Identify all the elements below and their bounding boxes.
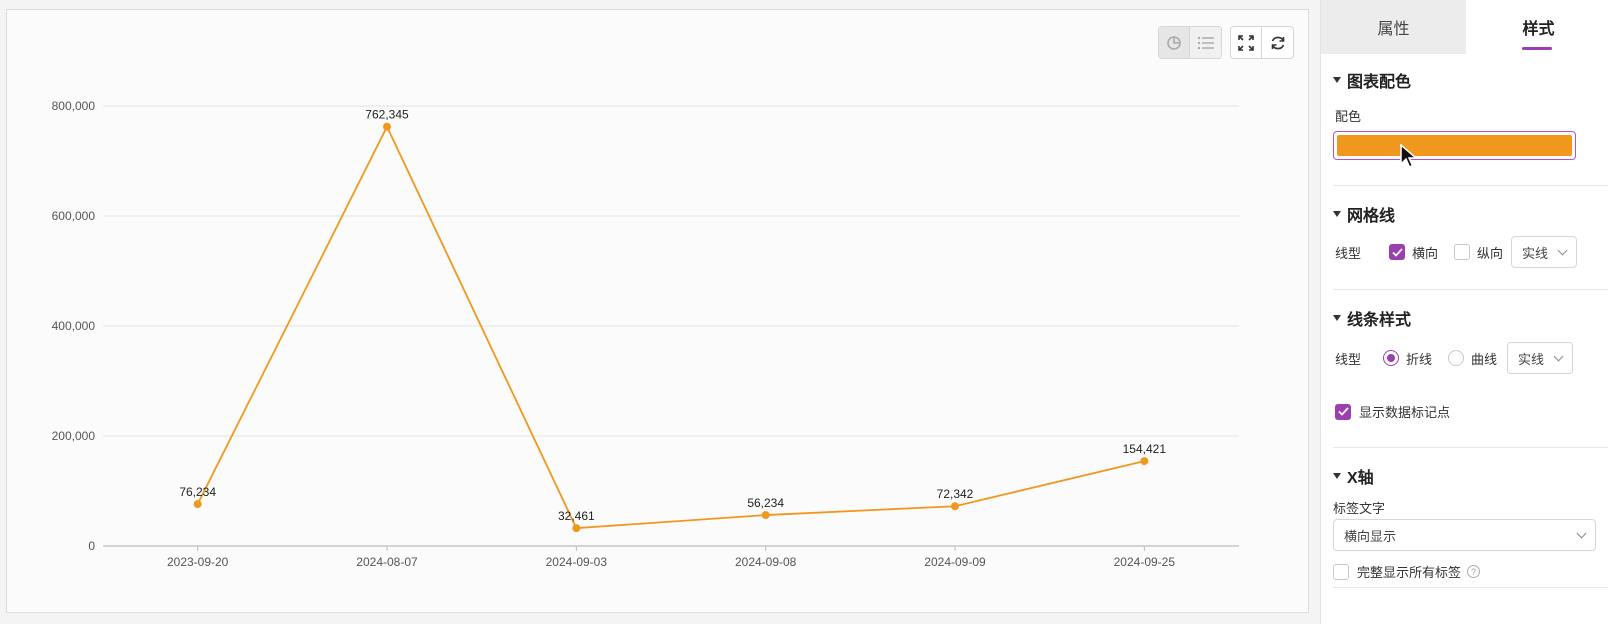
fullscreen-button[interactable] xyxy=(1231,27,1262,58)
data-point[interactable] xyxy=(572,524,581,533)
data-point[interactable] xyxy=(193,500,202,509)
caret-down-icon xyxy=(1333,211,1341,217)
x-tick-label: 2024-09-03 xyxy=(546,555,608,569)
series-line xyxy=(196,124,1145,530)
show-all-labels-label: 完整显示所有标签 xyxy=(1357,565,1462,580)
data-label: 72,342 xyxy=(937,487,974,501)
pie-chart-icon xyxy=(1167,35,1181,50)
list-icon xyxy=(1197,36,1214,49)
grid-line-type-label: 线型 xyxy=(1335,245,1362,261)
data-label: 154,421 xyxy=(1123,442,1167,456)
line-style-section: 线条样式 线型 折线 曲线 实线 显示数据标记点 xyxy=(1333,290,1608,448)
data-point[interactable] xyxy=(383,122,391,131)
line-chart: 0 200,000 400,000 600,000 800,000 2023-09-20 2… xyxy=(52,99,1239,569)
mouse-cursor-icon xyxy=(1400,144,1419,169)
line-style-section-title: 线条样式 xyxy=(1347,312,1412,329)
vertical-grid-checkbox[interactable] xyxy=(1454,244,1470,260)
label-text-select[interactable]: 横向显示 xyxy=(1333,519,1596,551)
refresh-icon xyxy=(1271,36,1284,49)
horizontal-grid-checkbox[interactable] xyxy=(1389,244,1405,260)
x-tick-label: 2024-09-09 xyxy=(924,555,986,569)
tab-properties[interactable]: 属性 xyxy=(1321,0,1466,54)
style-panel: 属性 样式 图表配色 配色 网格线 线型 横向 纵向 xyxy=(1321,0,1620,624)
table-view-button[interactable] xyxy=(1190,27,1221,58)
view-toggle-group xyxy=(1158,26,1222,59)
xaxis-section: X轴 标签文字 横向显示 完整显示所有标签 ? xyxy=(1333,448,1608,588)
data-point[interactable] xyxy=(951,502,959,511)
show-markers-checkbox[interactable] xyxy=(1335,403,1351,420)
show-all-labels-checkbox[interactable] xyxy=(1333,563,1349,580)
x-tick-label: 2024-09-25 xyxy=(1114,555,1176,569)
label-text-value: 横向显示 xyxy=(1344,528,1397,544)
data-label: 76,234 xyxy=(179,485,216,499)
caret-down-icon xyxy=(1333,315,1341,321)
check-icon xyxy=(1391,247,1403,257)
polyline-radio[interactable] xyxy=(1383,350,1399,366)
color-section: 图表配色 配色 xyxy=(1333,54,1608,186)
line-style-value: 实线 xyxy=(1518,351,1545,367)
grid-line-row: 线型 横向 纵向 实线 xyxy=(1333,236,1608,268)
data-label: 56,234 xyxy=(747,496,784,510)
show-all-labels-row: 完整显示所有标签 ? xyxy=(1333,562,1481,581)
label-text-label: 标签文字 xyxy=(1333,501,1386,516)
line-type-label: 线型 xyxy=(1335,351,1362,367)
color-section-title: 图表配色 xyxy=(1347,74,1412,91)
color-swatch xyxy=(1337,135,1572,156)
grid-section: 网格线 线型 横向 纵向 实线 xyxy=(1333,186,1608,290)
y-tick-label: 200,000 xyxy=(52,429,96,443)
xaxis-section-header[interactable]: X轴 xyxy=(1333,466,1374,487)
chevron-down-icon xyxy=(1553,351,1564,361)
data-label: 32,461 xyxy=(558,509,595,523)
xaxis-section-title: X轴 xyxy=(1347,470,1374,487)
y-tick-label: 800,000 xyxy=(52,99,96,113)
panel-tabs: 属性 样式 xyxy=(1321,0,1620,54)
refresh-button[interactable] xyxy=(1262,27,1293,58)
color-picker[interactable] xyxy=(1333,131,1576,160)
curve-radio[interactable] xyxy=(1448,350,1464,366)
tab-style[interactable]: 样式 xyxy=(1466,0,1611,54)
splitter-gap xyxy=(1309,0,1321,624)
x-tick-label: 2023-09-20 xyxy=(167,555,229,569)
chart-toolbar xyxy=(1158,26,1294,59)
grid-section-header[interactable]: 网格线 xyxy=(1333,204,1396,225)
vertical-grid-label: 纵向 xyxy=(1477,245,1504,261)
fullscreen-icon xyxy=(1238,34,1254,51)
line-style-select[interactable]: 实线 xyxy=(1507,342,1573,374)
line-type-row: 线型 折线 曲线 实线 xyxy=(1333,342,1618,374)
check-icon xyxy=(1337,407,1349,416)
line-style-section-header[interactable]: 线条样式 xyxy=(1333,308,1412,329)
show-markers-label: 显示数据标记点 xyxy=(1359,405,1451,420)
y-tick-label: 600,000 xyxy=(52,209,96,223)
curve-label: 曲线 xyxy=(1471,351,1498,367)
show-markers-row: 显示数据标记点 xyxy=(1335,402,1450,421)
chevron-down-icon xyxy=(1557,245,1568,255)
data-label: 762,345 xyxy=(365,108,409,122)
help-icon[interactable]: ? xyxy=(1467,565,1481,578)
color-section-header[interactable]: 图表配色 xyxy=(1333,70,1412,91)
data-point[interactable] xyxy=(1140,457,1149,466)
grid-style-select[interactable]: 实线 xyxy=(1511,236,1577,268)
grid-style-value: 实线 xyxy=(1522,245,1549,261)
data-point[interactable] xyxy=(761,511,770,520)
chart-view-button[interactable] xyxy=(1159,27,1190,58)
y-tick-label: 0 xyxy=(88,539,95,553)
x-tick-label: 2024-09-08 xyxy=(735,555,797,569)
caret-down-icon xyxy=(1333,77,1341,83)
caret-down-icon xyxy=(1333,473,1341,479)
action-group xyxy=(1230,26,1294,59)
color-field-label: 配色 xyxy=(1335,109,1362,124)
chevron-down-icon xyxy=(1576,528,1587,538)
panel-splitter[interactable] xyxy=(1320,0,1321,624)
x-tick-label: 2024-08-07 xyxy=(356,555,418,569)
grid-section-title: 网格线 xyxy=(1347,208,1396,225)
polyline-label: 折线 xyxy=(1406,351,1433,367)
y-tick-label: 400,000 xyxy=(52,319,96,333)
chart-panel: 0 200,000 400,000 600,000 800,000 2023-09-20 2… xyxy=(6,9,1309,613)
horizontal-grid-label: 横向 xyxy=(1412,245,1439,261)
